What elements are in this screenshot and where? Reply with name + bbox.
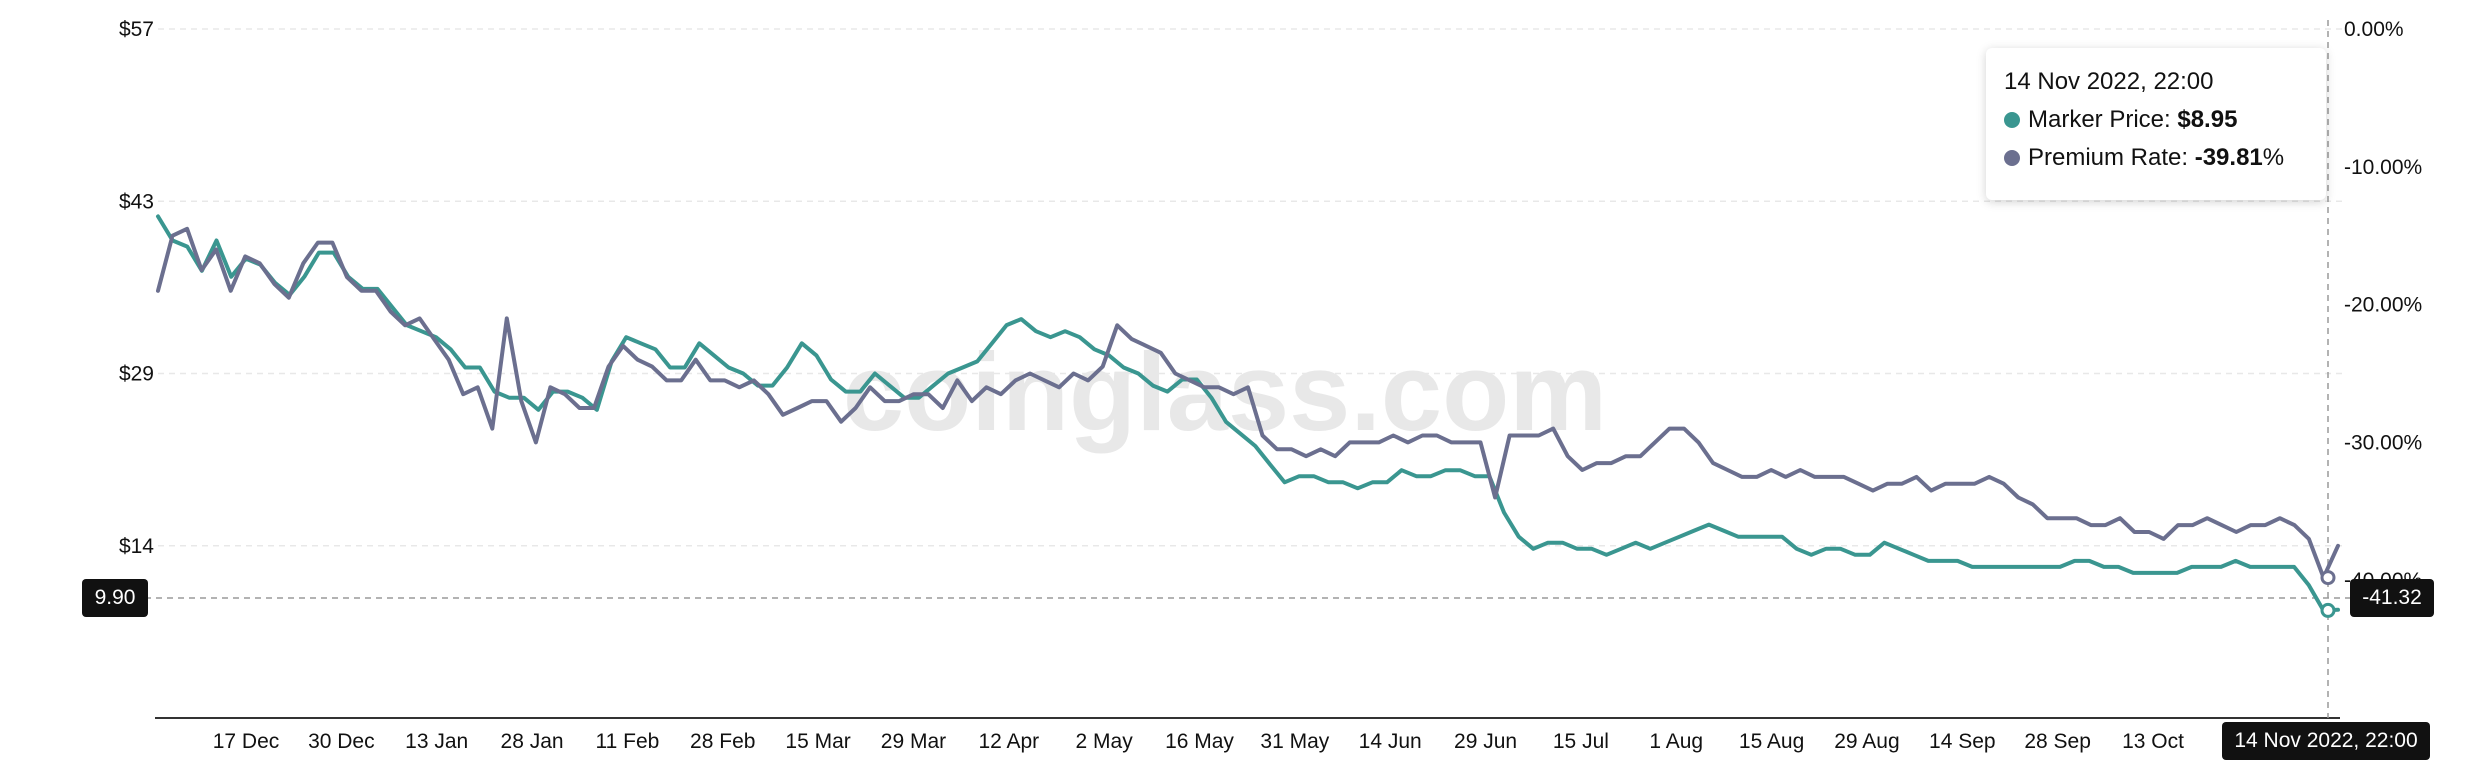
x-tick-label: 30 Dec [308, 730, 375, 753]
x-tick-label: 31 May [1260, 730, 1329, 753]
watermark: coinglass.com [843, 331, 1607, 454]
tooltip-price-value: $8.95 [2177, 106, 2238, 133]
x-tick-label: 13 Jan [405, 730, 468, 753]
y-right-tick-label: -10.00% [2344, 156, 2422, 179]
premium-legend-dot [2004, 150, 2020, 166]
x-tick-label: 14 Jun [1359, 730, 1422, 753]
gridlines [158, 28, 2342, 547]
x-tick-label: 1 Aug [1649, 730, 1703, 753]
x-axis: 17 Dec 30 Dec 13 Jan 28 Jan 11 Feb 28 Feb 15 M… [213, 730, 2254, 753]
price-legend-dot [2004, 112, 2020, 128]
crosshair-date-label: 14 Nov 2022, 22:00 [2222, 722, 2430, 760]
y-axis-left: $57 $43 $29 $14 [119, 18, 154, 558]
x-tick-label: 13 Oct [2122, 730, 2184, 753]
x-tick-label: 11 Feb [595, 730, 659, 753]
x-tick-label: 12 Apr [978, 730, 1039, 753]
tooltip-row-premium: Premium Rate: -39.81% [2004, 144, 2284, 172]
y-left-tick-label: $43 [119, 190, 154, 213]
marker-price-hover-point [2320, 602, 2336, 618]
x-tick-label: 29 Aug [1834, 730, 1899, 753]
tooltip-row-price: Marker Price: $8.95 [2004, 106, 2237, 134]
tooltip: 14 Nov 2022, 22:00 Marker Price: $8.95 P… [1986, 48, 2326, 200]
y-right-tick-label: -30.00% [2344, 431, 2422, 454]
x-tick-label: 15 Mar [785, 730, 850, 753]
crosshair-right-value: -41.32 [2350, 579, 2434, 617]
x-tick-label: 15 Jul [1553, 730, 1609, 753]
x-tick-label: 14 Sep [1929, 730, 1996, 753]
x-tick-label: 28 Sep [2024, 730, 2091, 753]
x-tick-label: 16 May [1165, 730, 1234, 753]
tooltip-date: 14 Nov 2022, 22:00 [2004, 68, 2214, 95]
premium-rate-line [156, 226, 2340, 580]
x-tick-label: 28 Feb [690, 730, 755, 753]
x-tick-label: 29 Mar [881, 730, 946, 753]
x-tick-label: 2 May [1076, 730, 1134, 753]
x-tick-label: 29 Jun [1454, 730, 1517, 753]
y-right-tick-label: 0.00% [2344, 18, 2404, 41]
tooltip-premium-value: -39.81 [2194, 144, 2263, 171]
series-layer [156, 214, 2340, 618]
y-right-tick-label: -20.00% [2344, 294, 2422, 317]
x-tick-label: 17 Dec [213, 730, 280, 753]
premium-rate-hover-point [2320, 570, 2336, 586]
y-left-tick-label: $57 [119, 18, 154, 41]
crosshair-left-value: 9.90 [82, 579, 148, 617]
x-tick-label: 15 Aug [1739, 730, 1804, 753]
y-left-tick-label: $29 [119, 363, 154, 386]
y-left-tick-label: $14 [119, 535, 154, 558]
x-tick-label: 28 Jan [501, 730, 564, 753]
tooltip-premium-suffix: % [2262, 144, 2285, 171]
tooltip-premium-label: Premium Rate: [2028, 144, 2195, 171]
tooltip-price-label: Marker Price: [2028, 106, 2178, 133]
y-axis-right: 0.00%-10.00%-20.00%-30.00%-40.00% [2344, 18, 2422, 592]
